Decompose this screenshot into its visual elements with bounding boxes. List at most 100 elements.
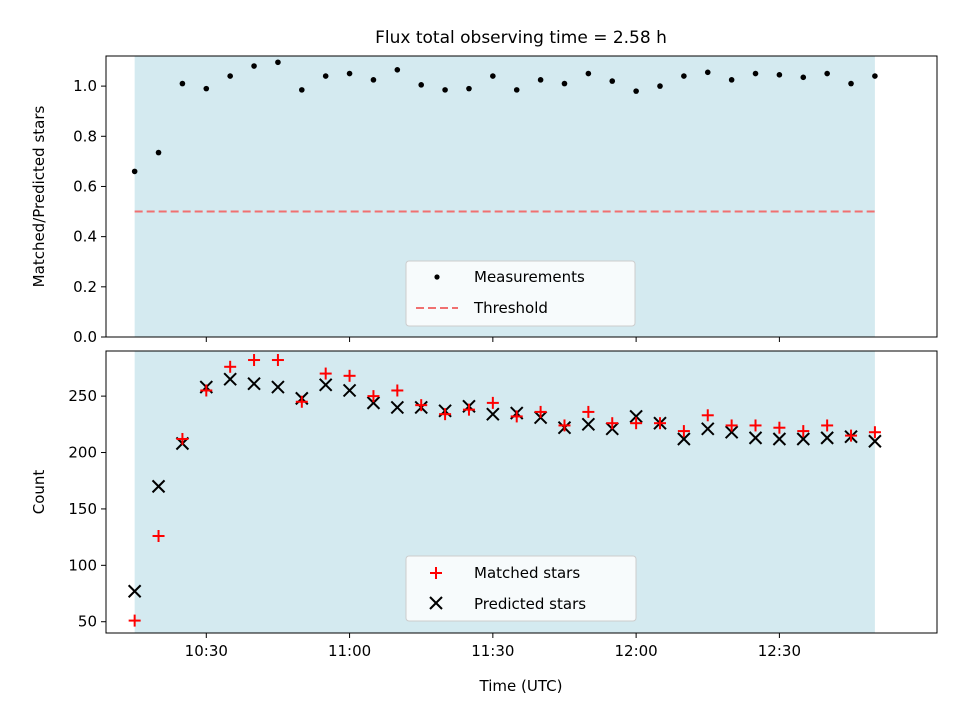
matched-stars-point xyxy=(343,369,356,382)
y-tick-label: 250 xyxy=(68,387,97,405)
matched-stars-point xyxy=(391,384,404,397)
matched-stars-point xyxy=(462,403,475,416)
predicted-stars-point xyxy=(318,378,333,392)
legend-matched-label: Matched stars xyxy=(474,564,580,582)
measurement-point xyxy=(872,73,878,79)
predicted-stars-point xyxy=(748,431,763,445)
matched-stars-point xyxy=(701,409,714,422)
matched-stars-point xyxy=(654,417,666,430)
measurement-point xyxy=(346,70,353,77)
measurement-point xyxy=(442,87,448,93)
legend-box xyxy=(405,555,637,622)
matched-stars-point xyxy=(558,419,571,432)
predicted-stars-point xyxy=(342,383,357,398)
matched-stars-point xyxy=(725,419,738,432)
predicted-stars-point xyxy=(820,431,834,445)
measurement-point xyxy=(585,70,592,77)
predicted-stars-point xyxy=(701,422,715,436)
ratio-panel: 0.0 0.2 0.4 0.6 0.8 1.0 Matched/Predicted sta… xyxy=(30,55,938,346)
measurement-point xyxy=(322,73,329,79)
matched-stars-point xyxy=(606,417,619,430)
legend-threshold-label: Threshold xyxy=(473,299,548,317)
measurement-point xyxy=(848,80,854,87)
count-panel-marks xyxy=(127,354,882,627)
measurement-point xyxy=(490,73,496,79)
predicted-stars-point xyxy=(247,377,261,391)
measurement-point xyxy=(609,78,616,84)
measurement-point xyxy=(704,69,711,76)
ratio-panel-marks xyxy=(131,59,878,213)
measurement-point xyxy=(561,80,568,87)
matched-stars-point xyxy=(845,429,858,442)
predicted-stars-point xyxy=(796,432,810,446)
matched-stars-point xyxy=(200,384,213,397)
legend-matched-marker xyxy=(430,567,442,579)
measurement-point xyxy=(131,168,138,175)
y-tick-label: 0.0 xyxy=(73,328,97,346)
matched-stars-point xyxy=(248,354,261,367)
figure-title: Flux total observing time = 2.58 h xyxy=(375,28,667,48)
measurement-point xyxy=(227,73,233,79)
predicted-stars-point xyxy=(581,417,596,432)
predicted-stars-point xyxy=(868,434,882,448)
matched-stars-point xyxy=(821,419,834,432)
count-panel-legend: Matched stars Predicted stars xyxy=(405,555,637,622)
measurement-point xyxy=(513,87,520,93)
count-panel-xlabel: Time (UTC) xyxy=(479,677,563,695)
matched-stars-point xyxy=(868,426,881,439)
legend-measurements-label: Measurements xyxy=(474,268,585,286)
measurement-point xyxy=(800,74,807,81)
legend-box xyxy=(405,260,636,327)
measurement-point xyxy=(657,83,663,89)
predicted-stars-point xyxy=(127,584,142,598)
predicted-stars-point xyxy=(390,400,405,415)
predicted-stars-point xyxy=(151,479,166,494)
matched-stars-point xyxy=(630,417,643,430)
measurement-point xyxy=(681,73,687,79)
ratio-panel-ylabel: Matched/Predicted stars xyxy=(30,106,48,288)
predicted-stars-point xyxy=(486,407,500,421)
ratio-panel-ticks: 0.0 0.2 0.4 0.6 0.8 1.0 xyxy=(73,77,780,346)
predicted-stars-point xyxy=(271,380,285,394)
measurement-point xyxy=(155,149,162,156)
matched-stars-point xyxy=(797,425,810,438)
measurement-point xyxy=(728,77,735,83)
predicted-stars-point xyxy=(724,425,739,439)
matched-stars-point xyxy=(367,390,380,403)
legend-measurements-marker xyxy=(434,274,440,280)
matched-stars-point xyxy=(271,354,284,367)
x-tick-label: 12:00 xyxy=(615,642,658,660)
predicted-stars-point xyxy=(223,372,237,386)
legend-predicted-marker xyxy=(429,596,443,610)
matched-stars-point xyxy=(773,421,786,434)
measurement-point xyxy=(275,59,281,66)
y-tick-label: 50 xyxy=(78,613,97,631)
measurement-point xyxy=(179,80,186,87)
count-panel-frame xyxy=(105,350,938,634)
measurement-point xyxy=(824,70,830,77)
y-tick-label: 0.6 xyxy=(73,177,97,195)
measurement-point xyxy=(537,77,544,83)
x-tick-label: 12:30 xyxy=(758,642,801,660)
matched-stars-point xyxy=(677,425,690,438)
measurement-point xyxy=(251,63,257,69)
matched-stars-point xyxy=(224,360,237,373)
matched-stars-point xyxy=(152,529,165,542)
measurement-point xyxy=(633,88,639,94)
measurement-point xyxy=(203,85,210,92)
matched-stars-point xyxy=(534,405,547,418)
x-tick-label: 11:00 xyxy=(328,642,371,660)
y-tick-label: 150 xyxy=(68,500,97,518)
y-tick-label: 0.8 xyxy=(73,127,97,145)
matched-stars-point xyxy=(415,399,428,412)
count-panel-ylabel: Count xyxy=(30,470,48,515)
ratio-panel-frame xyxy=(105,55,938,338)
y-tick-label: 200 xyxy=(68,444,97,462)
predicted-stars-point xyxy=(366,396,381,410)
x-tick-label: 11:30 xyxy=(471,642,514,660)
matched-stars-point xyxy=(582,405,595,418)
measurement-point xyxy=(466,85,472,92)
predicted-stars-point xyxy=(629,409,643,424)
